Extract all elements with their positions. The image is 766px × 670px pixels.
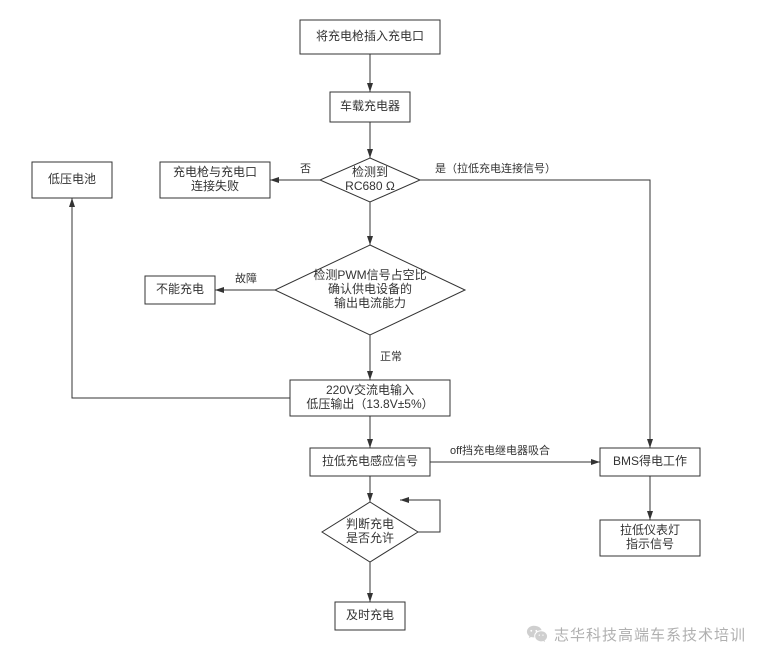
edge-label-e9: off挡充电继电器吸合 (450, 443, 550, 457)
node-n2: 车载充电器 (330, 92, 410, 122)
node-n12: BMS得电工作 (600, 448, 700, 476)
watermark: 志华科技高端车系技术培训 (526, 623, 746, 645)
node-n13: 拉低仪表灯指示信号 (600, 520, 700, 556)
node-text: 指示信号 (626, 536, 674, 551)
node-n10: 判断充电是否允许 (322, 502, 418, 562)
node-n5: 低压电池 (32, 162, 112, 198)
edge-label-e3: 否 (300, 163, 311, 175)
node-text: 将充电枪插入充电口 (316, 28, 424, 43)
edge-label-e5: 故障 (235, 271, 257, 285)
node-text: 车载充电器 (340, 98, 400, 113)
node-n3: 检测到RC680 Ω (320, 158, 420, 202)
node-text: 检测到 (352, 164, 388, 179)
node-text: 充电枪与充电口 (173, 164, 257, 179)
flowchart: 否 是（拉低充电连接信号） 故障正常 off挡充电继电器吸合 将充电枪插入充电口车载充电… (0, 0, 766, 670)
node-n9: 拉低充电感应信号 (310, 448, 430, 476)
node-text: 220V交流电输入 (326, 382, 414, 397)
node-n6: 检测PWM信号占空比确认供电设备的输出电流能力 (275, 245, 465, 335)
watermark-text: 志华科技高端车系技术培训 (554, 624, 746, 645)
node-text: 拉低仪表灯 (620, 522, 680, 537)
node-text: 不能充电 (156, 281, 204, 296)
node-text: 判断充电 (346, 516, 394, 531)
node-text: 确认供电设备的 (328, 281, 412, 296)
node-text: 及时充电 (346, 607, 394, 622)
node-n11: 及时充电 (335, 602, 405, 630)
edge-label-e4b: 是（拉低充电连接信号） (435, 161, 556, 175)
node-text: RC680 Ω (345, 179, 395, 193)
edge-label-e6: 正常 (380, 350, 402, 363)
node-text: 低压输出（13.8V±5%） (306, 396, 433, 411)
node-text: 拉低充电感应信号 (322, 453, 418, 468)
node-text: 检测PWM信号占空比 (313, 267, 426, 282)
node-n4: 充电枪与充电口连接失败 (160, 162, 270, 198)
wechat-icon (526, 623, 548, 645)
node-n1: 将充电枪插入充电口 (300, 20, 440, 54)
node-text: 连接失败 (191, 178, 239, 193)
node-text: 输出电流能力 (334, 295, 406, 310)
edge-e4b (420, 180, 650, 448)
node-n7: 不能充电 (145, 276, 215, 304)
node-text: 是否允许 (346, 530, 394, 545)
node-text: BMS得电工作 (613, 453, 687, 468)
node-text: 低压电池 (48, 172, 96, 186)
node-n8: 220V交流电输入低压输出（13.8V±5%） (290, 380, 450, 416)
